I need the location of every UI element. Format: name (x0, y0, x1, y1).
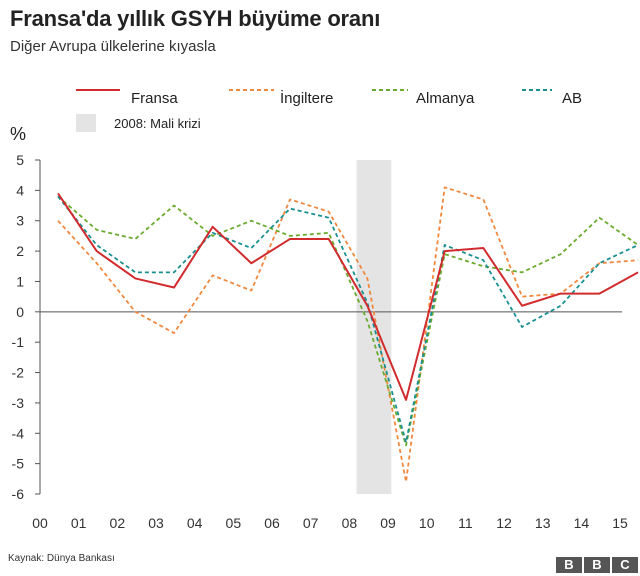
y-tick-label: 1 (16, 273, 24, 289)
x-tick-label: 04 (187, 515, 203, 531)
legend: Fransa İngiltere Almanya AB 2008: Mali krizi (76, 89, 582, 132)
x-tick-label: 07 (303, 515, 319, 531)
chart-title: Fransa'da yıllık GSYH büyüme oranı (10, 6, 381, 31)
source-note: Kaynak: Dünya Bankası (8, 553, 115, 564)
legend-label: Almanya (416, 90, 475, 107)
x-tick-label: 11 (458, 515, 473, 531)
chart-subtitle: Diğer Avrupa ülkelerine kıyasla (10, 38, 216, 55)
x-tick-label: 10 (419, 515, 435, 531)
logo-letter: B (556, 557, 582, 573)
bbc-logo: B B C (556, 557, 638, 573)
x-tick-label: 12 (496, 515, 512, 531)
y-tick-label: 4 (16, 182, 24, 198)
y-tick-label: 5 (16, 152, 24, 168)
x-tick-label: 02 (110, 515, 126, 531)
y-tick-label: 2 (16, 243, 24, 259)
y-tick-label: -2 (12, 365, 25, 381)
y-tick-label: -4 (12, 425, 25, 441)
x-tick-label: 03 (148, 515, 164, 531)
x-tick-label: 05 (226, 515, 242, 531)
x-tick-label: 08 (342, 515, 358, 531)
series-line-2 (57, 195, 639, 447)
y-tick-label: -5 (12, 456, 25, 472)
x-tick-label: 00 (32, 515, 48, 531)
legend-label: Fransa (131, 90, 178, 107)
y-tick-label: -1 (12, 334, 25, 350)
y-tick-label: -6 (12, 486, 25, 502)
y-axis-label: % (10, 124, 26, 144)
logo-letter: B (584, 557, 610, 573)
x-tick-label: 14 (574, 515, 590, 531)
line-chart: Fransa İngiltere Almanya AB 2008: Mali krizi… (10, 89, 639, 531)
series-line-3 (57, 195, 639, 444)
series-line-0 (57, 192, 639, 401)
logo-letter: C (612, 557, 638, 573)
legend-swatch (76, 114, 96, 132)
x-tick-label: 15 (612, 515, 628, 531)
y-tick-label: 0 (16, 304, 24, 320)
x-tick-label: 06 (264, 515, 280, 531)
legend-label: İngiltere (280, 89, 333, 107)
x-tick-label: 09 (380, 515, 396, 531)
x-tick-label: 01 (71, 515, 87, 531)
y-tick-label: 3 (16, 213, 24, 229)
y-tick-label: -3 (12, 395, 25, 411)
x-tick-label: 13 (535, 515, 551, 531)
series-line-1 (57, 186, 639, 483)
legend-label: 2008: Mali krizi (114, 116, 201, 131)
legend-label: AB (562, 90, 582, 107)
series-lines (57, 186, 639, 483)
